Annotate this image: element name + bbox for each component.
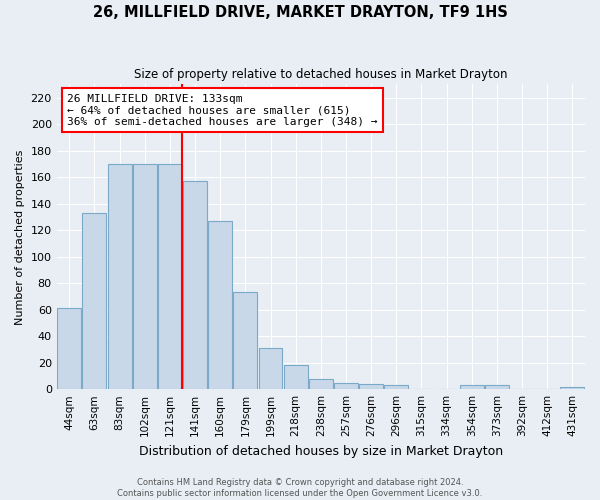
Bar [560, 386, 584, 389]
Bar [208, 221, 232, 389]
Bar [334, 382, 358, 389]
Bar [233, 292, 257, 389]
Bar [385, 385, 408, 389]
Bar [158, 164, 182, 389]
Bar [183, 181, 207, 389]
Text: 26, MILLFIELD DRIVE, MARKET DRAYTON, TF9 1HS: 26, MILLFIELD DRIVE, MARKET DRAYTON, TF9… [92, 5, 508, 20]
Bar [133, 164, 157, 389]
Title: Size of property relative to detached houses in Market Drayton: Size of property relative to detached ho… [134, 68, 508, 80]
Text: 26 MILLFIELD DRIVE: 133sqm
← 64% of detached houses are smaller (615)
36% of sem: 26 MILLFIELD DRIVE: 133sqm ← 64% of deta… [67, 94, 378, 127]
Text: Contains HM Land Registry data © Crown copyright and database right 2024.
Contai: Contains HM Land Registry data © Crown c… [118, 478, 482, 498]
Bar [82, 213, 106, 389]
Bar [107, 164, 131, 389]
Bar [460, 385, 484, 389]
X-axis label: Distribution of detached houses by size in Market Drayton: Distribution of detached houses by size … [139, 444, 503, 458]
Bar [309, 378, 333, 389]
Bar [57, 308, 81, 389]
Bar [485, 385, 509, 389]
Bar [359, 384, 383, 389]
Bar [259, 348, 283, 389]
Y-axis label: Number of detached properties: Number of detached properties [15, 149, 25, 324]
Bar [284, 366, 308, 389]
